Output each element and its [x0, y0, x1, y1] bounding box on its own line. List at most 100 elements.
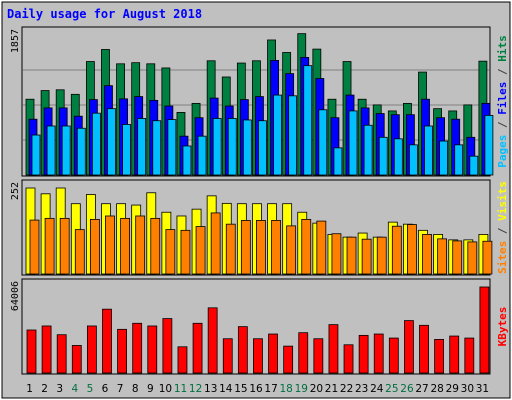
x-tick-label: 7: [117, 383, 124, 395]
bar-pages-day-23: [363, 124, 373, 176]
panel-hits: 1857 Pages / Files / Hits: [10, 26, 509, 177]
bar-kbytes-day-4: [71, 345, 82, 374]
axis-label-part: Visits: [496, 181, 509, 221]
bar-pages-day-1: [31, 134, 41, 176]
bar-sites-day-19: [301, 218, 312, 275]
bar-kbytes-day-1: [26, 329, 37, 374]
x-tick-label: 8: [132, 383, 139, 395]
bar-pages-day-12: [197, 135, 207, 176]
bar-pages-day-9: [152, 120, 162, 176]
x-tick-label: 13: [204, 383, 217, 395]
x-axis-ticks: 1 2 3 4 5 6 7 8 9 10 11 12 13 14 15 16 17 18 19 20 21 22 23 24 2…: [26, 383, 489, 395]
bar-kbytes-day-29: [449, 335, 460, 374]
bar-kbytes-day-18: [283, 345, 294, 374]
bar-sites-day-5: [89, 218, 100, 275]
bar-pages-day-13: [212, 118, 222, 176]
bar-pages-day-11: [182, 145, 192, 176]
x-tick-label: 22: [340, 383, 353, 395]
bar-pages-day-8: [137, 118, 147, 176]
bar-kbytes-day-15: [237, 326, 248, 374]
bar-kbytes-day-11: [177, 346, 188, 374]
axis-label-part: Hits: [496, 35, 509, 62]
bar-pages-day-21: [333, 147, 343, 176]
x-tick-label: 5: [87, 383, 94, 395]
bar-kbytes-day-5: [86, 325, 97, 374]
bar-kbytes-day-7: [117, 328, 127, 374]
x-tick-label: 4: [71, 383, 78, 395]
panel-kbytes: 64006 KBytes: [10, 278, 509, 375]
bar-pages-day-26: [409, 144, 418, 176]
bar-sites-day-13: [210, 212, 221, 275]
bar-pages-day-27: [424, 125, 433, 176]
bar-pages-day-16: [258, 120, 267, 176]
bar-pages-day-7: [122, 124, 131, 176]
bar-sites-day-3: [59, 217, 70, 275]
bar-sites-day-9: [150, 217, 161, 275]
bar-sites-day-15: [240, 220, 251, 275]
axis-label-part: Pages: [496, 135, 509, 168]
bar-sites-day-7: [120, 217, 130, 275]
axis-label-part: KBytes: [496, 307, 509, 347]
panel-hits-max-label: 1857: [10, 29, 21, 53]
x-tick-label: 6: [102, 383, 109, 395]
x-tick-label: 20: [310, 383, 323, 395]
x-tick-label: 18: [280, 383, 293, 395]
axis-label-part: Files: [496, 82, 509, 115]
bar-kbytes-day-25: [388, 337, 399, 374]
bar-sites-day-17: [271, 220, 281, 275]
bar-kbytes-day-21: [328, 324, 339, 374]
bar-sites-day-2: [44, 217, 55, 275]
series-pages: [31, 65, 494, 176]
x-tick-label: 11: [174, 383, 187, 395]
x-tick-label: 19: [295, 383, 308, 395]
x-tick-label: 28: [430, 383, 443, 395]
bar-pages-day-28: [439, 140, 449, 176]
bar-pages-day-31: [484, 115, 494, 176]
bar-kbytes-day-8: [132, 322, 143, 374]
axis-label-part: /: [496, 221, 509, 241]
bar-pages-day-4: [76, 127, 86, 176]
bar-kbytes-day-3: [56, 334, 67, 374]
bar-sites-day-10: [165, 229, 176, 275]
x-tick-label: 10: [159, 383, 172, 395]
bar-kbytes-day-6: [102, 308, 112, 374]
bar-pages-day-30: [469, 155, 479, 176]
bar-pages-day-5: [91, 112, 101, 176]
bar-sites-day-4: [74, 229, 85, 275]
x-tick-label: 23: [355, 383, 368, 395]
bar-kbytes-day-2: [41, 325, 52, 374]
axis-label-part: /: [496, 62, 509, 82]
bar-sites-day-23: [361, 238, 372, 275]
bar-pages-day-3: [61, 125, 71, 176]
x-tick-label: 27: [415, 383, 428, 395]
panel-visits-axis-label: Sites / Visits: [496, 181, 509, 274]
bar-kbytes-day-23: [358, 334, 369, 374]
bar-kbytes-day-16: [253, 338, 263, 374]
x-tick-label: 2: [41, 383, 48, 395]
bar-pages-day-22: [348, 110, 358, 176]
bar-sites-day-22: [346, 236, 357, 275]
x-tick-label: 25: [385, 383, 398, 395]
bar-kbytes-day-27: [419, 324, 429, 374]
bar-sites-day-16: [256, 220, 266, 275]
bar-pages-day-10: [167, 119, 177, 176]
panel-visits: 252 Sites / Visits: [10, 179, 509, 276]
bar-sites-day-11: [180, 229, 191, 275]
bar-sites-day-6: [105, 215, 115, 275]
bar-sites-day-27: [422, 234, 432, 275]
bar-pages-day-20: [318, 109, 328, 176]
bar-pages-day-25: [393, 138, 403, 176]
bar-pages-day-19: [303, 65, 313, 176]
bar-sites-day-18: [286, 225, 297, 275]
x-tick-label: 31: [476, 383, 489, 395]
bar-kbytes-day-22: [343, 344, 354, 374]
bar-sites-day-21: [331, 233, 342, 275]
x-tick-label: 21: [325, 383, 338, 395]
panel-hits-axis-label: Pages / Files / Hits: [496, 35, 509, 168]
bar-pages-day-6: [107, 108, 116, 176]
x-tick-label: 30: [461, 383, 474, 395]
bar-sites-day-31: [482, 240, 493, 275]
bar-pages-day-24: [378, 136, 388, 176]
bar-kbytes-day-19: [298, 332, 309, 374]
